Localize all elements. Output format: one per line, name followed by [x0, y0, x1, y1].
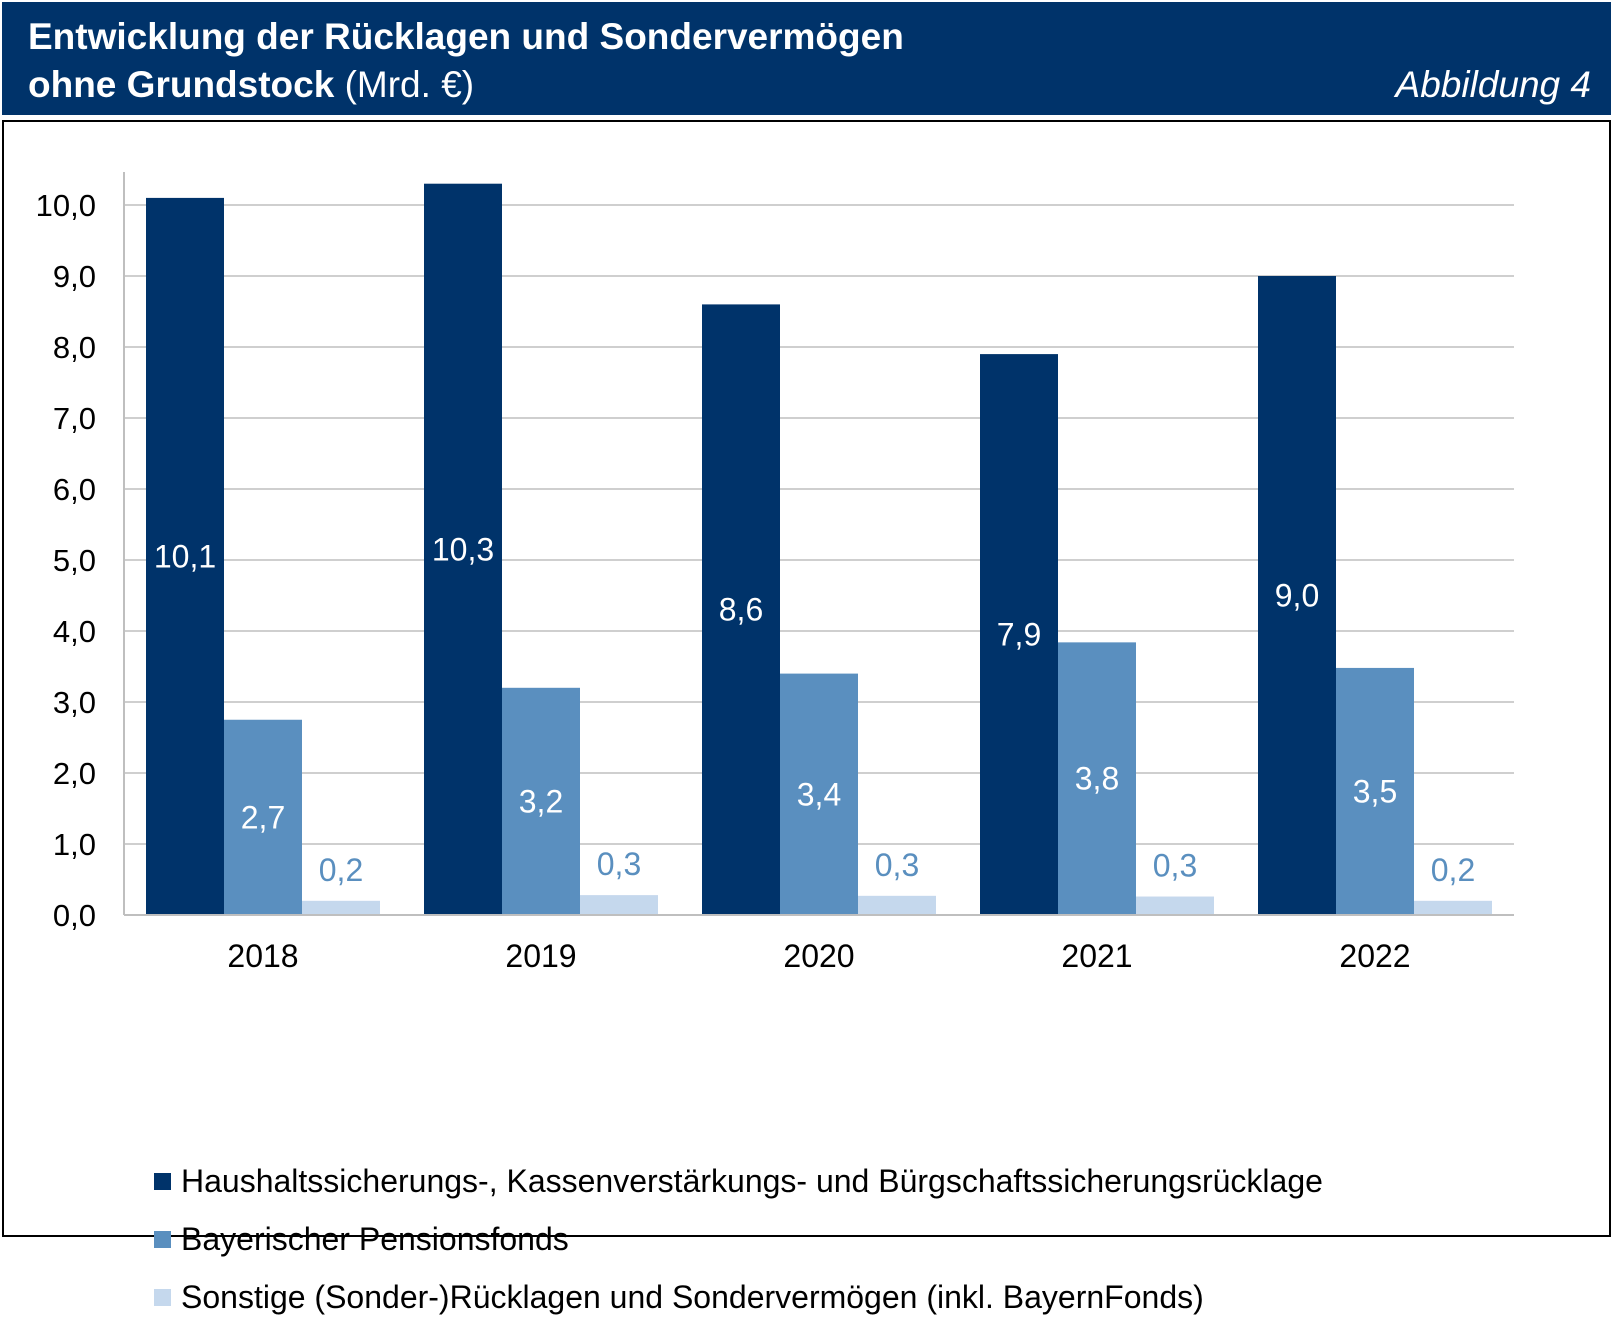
bar-series3 — [1136, 896, 1214, 915]
y-tick-label: 7,0 — [53, 401, 96, 436]
bar-series1 — [146, 197, 224, 915]
data-label: 10,1 — [154, 538, 216, 574]
y-tick-label: 0,0 — [53, 898, 96, 933]
data-label: 0,2 — [319, 852, 363, 888]
bar-series1 — [424, 183, 502, 915]
data-label: 7,9 — [997, 617, 1041, 653]
x-tick-label: 2021 — [1061, 938, 1132, 974]
y-tick-label: 3,0 — [53, 685, 96, 720]
bar-series2 — [224, 719, 302, 915]
y-tick-label: 5,0 — [53, 543, 96, 578]
y-tick-label: 10,0 — [36, 188, 96, 223]
x-tick-label: 2018 — [227, 938, 298, 974]
legend-label-series2: Bayerischer Pensionsfonds — [181, 1220, 569, 1257]
x-tick-label: 2020 — [783, 938, 854, 974]
data-label: 0,3 — [875, 847, 919, 883]
bar-series1 — [702, 304, 780, 915]
bar-chart: 0,0 1,0 2,0 3,0 4,0 5,0 6,0 7,0 8,0 9,0 10,0 10,1 2,… — [36, 172, 1514, 974]
data-label: 3,5 — [1353, 773, 1397, 809]
bar-series3 — [302, 900, 380, 915]
data-label: 0,2 — [1431, 852, 1475, 888]
bar-series2 — [780, 673, 858, 915]
chart-subtitle-bold: ohne Grundstock — [28, 64, 335, 105]
chart-frame: 0,0 1,0 2,0 3,0 4,0 5,0 6,0 7,0 8,0 9,0 10,0 10,1 2,… — [2, 120, 1611, 1315]
y-tick-label: 6,0 — [53, 472, 96, 507]
chart-unit: (Mrd. €) — [334, 64, 475, 105]
figure-label: Abbildung 4 — [1395, 64, 1591, 105]
data-label: 0,3 — [1153, 848, 1197, 884]
bar-series2 — [502, 687, 580, 915]
x-tick-label: 2022 — [1339, 938, 1410, 974]
bar-series1 — [1258, 276, 1336, 915]
y-tick-label: 8,0 — [53, 330, 96, 365]
chart-legend: Haushaltssicherungs-, Kassenverstärkungs… — [154, 1152, 1323, 1326]
bar-series2 — [1058, 642, 1136, 915]
legend-item-series3: Sonstige (Sonder-)Rücklagen und Sonderve… — [154, 1268, 1323, 1326]
y-tick-label: 1,0 — [53, 827, 96, 862]
y-tick-label: 4,0 — [53, 614, 96, 649]
chart-subtitle: ohne Grundstock (Mrd. €) — [28, 64, 474, 106]
legend-swatch-series1 — [154, 1172, 171, 1190]
legend-label-series3: Sonstige (Sonder-)Rücklagen und Sonderve… — [181, 1278, 1204, 1315]
data-label: 2,7 — [241, 799, 285, 835]
data-label: 3,8 — [1075, 761, 1119, 797]
data-label: 8,6 — [719, 592, 763, 628]
bar-series1 — [980, 354, 1058, 916]
chart-header: Entwicklung der Rücklagen und Sonderverm… — [2, 2, 1611, 115]
legend-swatch-series2 — [154, 1230, 171, 1248]
data-label: 3,2 — [519, 783, 563, 819]
y-tick-label: 2,0 — [53, 756, 96, 791]
y-tick-label: 9,0 — [53, 259, 96, 294]
bar-series3 — [1414, 900, 1492, 915]
legend-item-series2: Bayerischer Pensionsfonds — [154, 1210, 1323, 1268]
data-label: 9,0 — [1275, 578, 1319, 614]
legend-swatch-series3 — [154, 1288, 171, 1306]
data-label: 3,4 — [797, 776, 841, 812]
x-tick-label: 2019 — [505, 938, 576, 974]
bar-series3 — [858, 895, 936, 915]
legend-item-series1: Haushaltssicherungs-, Kassenverstärkungs… — [154, 1152, 1323, 1210]
legend-label-series1: Haushaltssicherungs-, Kassenverstärkungs… — [181, 1162, 1323, 1199]
data-label: 0,3 — [597, 846, 641, 882]
chart-title: Entwicklung der Rücklagen und Sonderverm… — [28, 16, 904, 57]
bar-series2 — [1336, 667, 1414, 915]
bar-series3 — [580, 895, 658, 915]
data-label: 10,3 — [432, 531, 494, 567]
